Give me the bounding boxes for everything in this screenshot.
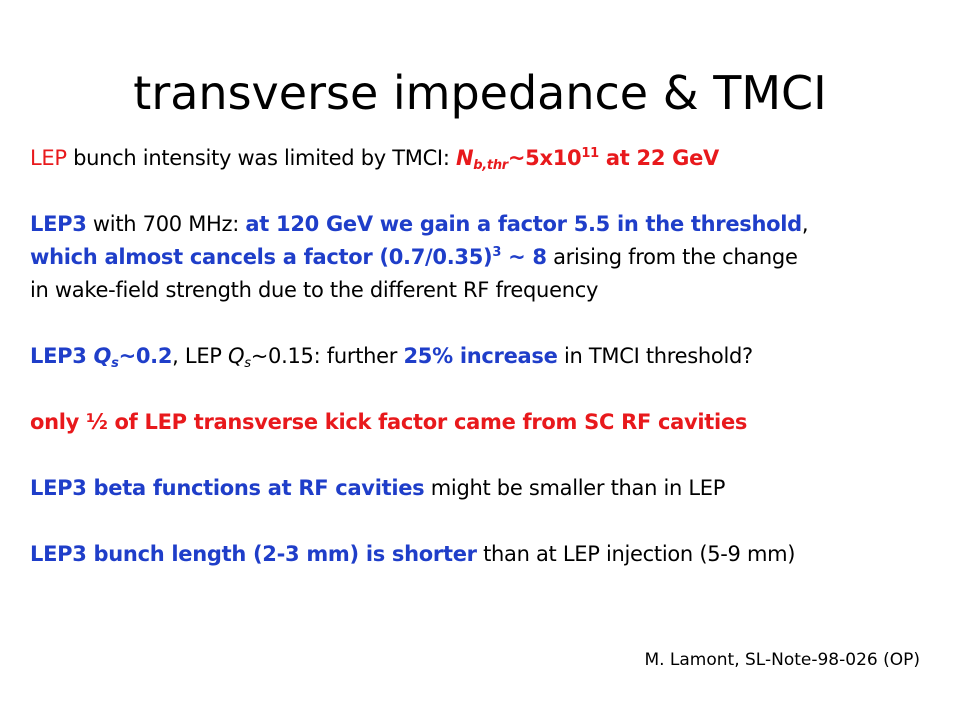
text-segment: bunch intensity was limited by TMCI:	[66, 146, 456, 170]
paragraph-kick-factor: only ½ of LEP transverse kick factor cam…	[30, 410, 748, 434]
gain-statement: at 120 GeV we gain a factor 5.5 in the t…	[245, 212, 802, 236]
text-segment: in TMCI threshold?	[557, 344, 753, 368]
slide-title: transverse impedance & TMCI	[133, 65, 827, 120]
energy-value: at 22 GeV	[598, 146, 719, 170]
text-segment: ,	[801, 212, 809, 236]
paragraph-qs: LEP3 Qs~0.2, LEP Qs~0.15: further 25% in…	[30, 340, 950, 373]
beta-statement: LEP3 beta functions at RF cavities	[30, 476, 425, 500]
paragraph-tmci-limit: LEP bunch intensity was limited by TMCI:…	[30, 142, 950, 175]
lep3-label: LEP3	[30, 212, 87, 236]
lep-label: LEP	[30, 146, 67, 170]
paragraph-bunch-length: LEP3 bunch length (2-3 mm) is shorter th…	[30, 538, 950, 571]
increase-value: 25% increase	[403, 344, 558, 368]
paragraph-lep3-700mhz: LEP3 with 700 MHz: at 120 GeV we gain a …	[30, 208, 950, 307]
q-subscript: s	[111, 356, 119, 371]
text-segment: ~0.15: further	[250, 344, 404, 368]
q-subscript: s	[244, 356, 251, 371]
text-segment: than at LEP injection (5-9 mm)	[476, 542, 796, 566]
bunch-length-statement: LEP3 bunch length (2-3 mm) is shorter	[30, 542, 477, 566]
cancel-statement: which almost cancels a factor (0.7/0.35)	[30, 245, 493, 269]
text-segment: might be smaller than in LEP	[424, 476, 726, 500]
text-segment: , LEP	[172, 344, 229, 368]
n-subscript: b,thr	[473, 158, 508, 173]
factor-value: ~ 8	[501, 245, 547, 269]
text-segment: with 700 MHz:	[86, 212, 246, 236]
threshold-value: ~5x10	[507, 146, 582, 170]
exponent: 3	[492, 245, 502, 260]
exponent: 11	[581, 146, 599, 161]
qs-value: ~0.2	[118, 344, 173, 368]
lep3-label: LEP3	[30, 344, 94, 368]
text-segment: in wake-field strength due to the differ…	[30, 278, 599, 302]
slide-body: LEP bunch intensity was limited by TMCI:…	[30, 142, 950, 571]
reference-note: M. Lamont, SL-Note-98-026 (OP)	[644, 650, 920, 670]
n-symbol: N	[455, 146, 474, 170]
text-segment: arising from the change	[546, 245, 798, 269]
q-symbol: Q	[93, 344, 112, 368]
q-symbol: Q	[228, 344, 245, 368]
paragraph-beta-functions: LEP3 beta functions at RF cavities might…	[30, 472, 950, 505]
